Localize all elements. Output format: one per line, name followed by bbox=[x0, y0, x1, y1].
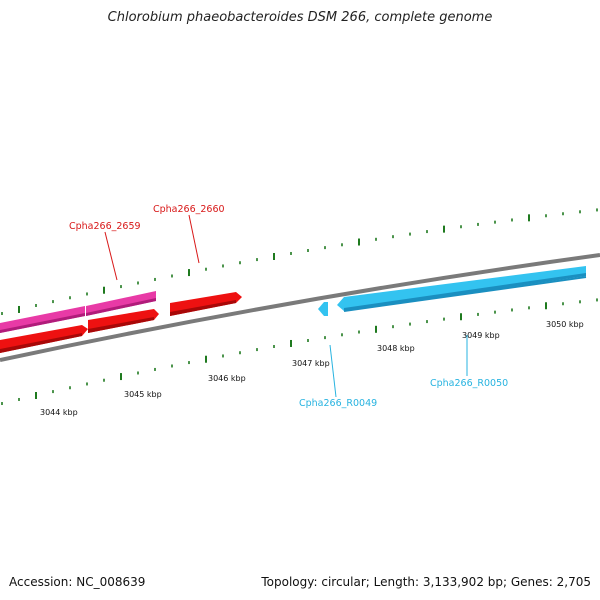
rna-arrow-r0050[interactable] bbox=[337, 266, 587, 312]
scale-label: 3049 kbp bbox=[462, 331, 500, 340]
scale-label: 3047 kbp bbox=[292, 359, 330, 368]
leader-r0049 bbox=[329, 344, 337, 398]
gene-label-r0050[interactable]: Cpha266_R0050 bbox=[430, 378, 508, 389]
gene-label-r0049[interactable]: Cpha266_R0049 bbox=[299, 398, 377, 409]
accession-text: Accession: NC_008639 bbox=[9, 575, 146, 589]
lower-tick-row bbox=[1, 298, 598, 406]
gene-label-2659[interactable]: Cpha266_2659 bbox=[69, 221, 141, 232]
scale-label: 3044 kbp bbox=[40, 408, 78, 417]
genome-backbone bbox=[0, 253, 600, 362]
scale-label: 3046 kbp bbox=[208, 374, 246, 383]
gene-label-2660[interactable]: Cpha266_2660 bbox=[153, 204, 225, 215]
rna-arrow-r0049[interactable] bbox=[318, 302, 328, 316]
leader-2660 bbox=[188, 214, 200, 264]
upper-tick-row bbox=[1, 208, 598, 316]
cds-arrow-2661[interactable] bbox=[170, 292, 242, 316]
cds-arrow-2660[interactable] bbox=[88, 309, 159, 333]
genome-title: Chlorobium phaeobacteroides DSM 266, com… bbox=[107, 10, 493, 25]
leader-2659 bbox=[104, 231, 118, 281]
scale-label: 3045 kbp bbox=[124, 390, 162, 399]
cds-arrow-2659[interactable] bbox=[0, 325, 88, 353]
pink-feature[interactable] bbox=[0, 291, 156, 333]
genome-summary-text: Topology: circular; Length: 3,133,902 bp… bbox=[261, 575, 591, 589]
scale-label: 3050 kbp bbox=[546, 320, 584, 329]
scale-label: 3048 kbp bbox=[377, 344, 415, 353]
